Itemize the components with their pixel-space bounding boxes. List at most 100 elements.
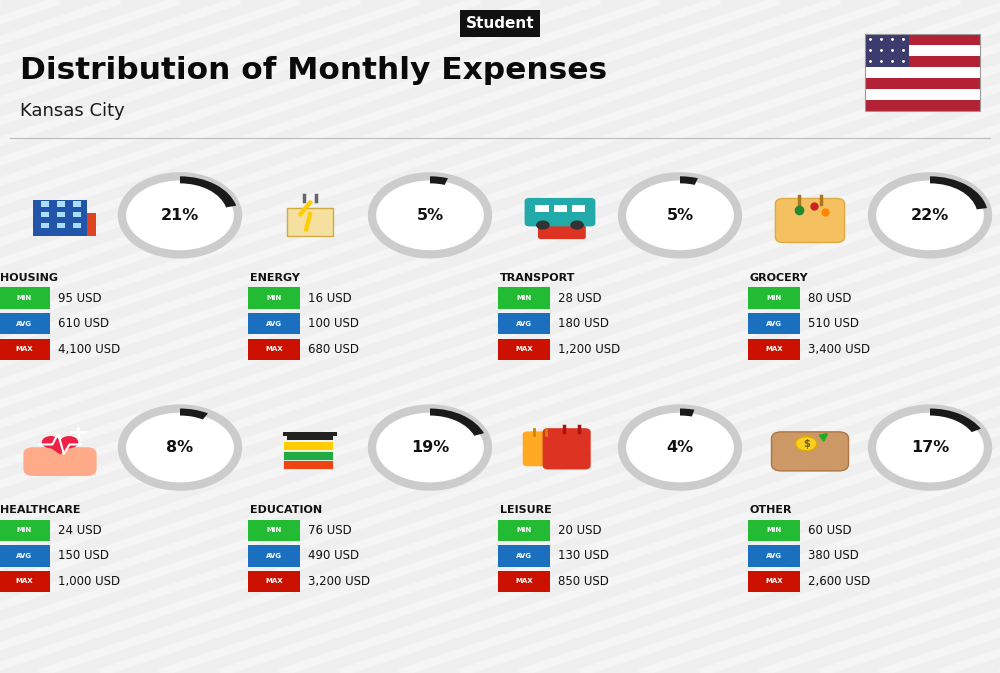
Text: MIN: MIN	[766, 295, 782, 301]
FancyBboxPatch shape	[772, 432, 848, 471]
Text: 28 USD: 28 USD	[558, 291, 602, 305]
Text: AVG: AVG	[516, 321, 532, 326]
Circle shape	[536, 221, 550, 229]
FancyBboxPatch shape	[287, 208, 333, 236]
Text: 95 USD: 95 USD	[58, 291, 102, 305]
Text: 80 USD: 80 USD	[808, 291, 852, 305]
Circle shape	[622, 409, 738, 487]
FancyBboxPatch shape	[498, 545, 550, 567]
Text: 4%: 4%	[666, 440, 694, 455]
Text: AVG: AVG	[766, 553, 782, 559]
Text: AVG: AVG	[16, 321, 32, 326]
Text: MAX: MAX	[265, 579, 283, 584]
Text: 2,600 USD: 2,600 USD	[808, 575, 870, 588]
Text: OTHER: OTHER	[750, 505, 792, 515]
Text: 5%: 5%	[666, 208, 694, 223]
Text: AVG: AVG	[516, 553, 532, 559]
FancyBboxPatch shape	[748, 287, 800, 309]
Circle shape	[796, 437, 817, 451]
Text: MAX: MAX	[515, 347, 533, 352]
Circle shape	[60, 436, 78, 448]
Circle shape	[872, 176, 988, 254]
FancyBboxPatch shape	[748, 339, 800, 360]
Circle shape	[122, 176, 238, 254]
Text: 180 USD: 180 USD	[558, 317, 609, 330]
Circle shape	[570, 221, 584, 229]
Wedge shape	[680, 176, 698, 185]
Circle shape	[372, 409, 488, 487]
Text: HEALTHCARE: HEALTHCARE	[0, 505, 80, 515]
FancyBboxPatch shape	[287, 435, 333, 440]
Text: 60 USD: 60 USD	[808, 524, 852, 537]
FancyBboxPatch shape	[865, 34, 980, 44]
Text: TRANSPORT: TRANSPORT	[500, 273, 575, 283]
FancyBboxPatch shape	[498, 520, 550, 541]
FancyBboxPatch shape	[75, 213, 96, 236]
FancyBboxPatch shape	[865, 34, 909, 67]
Text: 21%: 21%	[161, 208, 199, 223]
FancyBboxPatch shape	[33, 200, 87, 236]
Text: MAX: MAX	[265, 347, 283, 352]
FancyBboxPatch shape	[248, 339, 300, 360]
FancyBboxPatch shape	[748, 571, 800, 592]
FancyBboxPatch shape	[525, 198, 595, 226]
Polygon shape	[42, 442, 78, 454]
FancyBboxPatch shape	[41, 223, 49, 228]
Text: AVG: AVG	[16, 553, 32, 559]
Wedge shape	[430, 409, 484, 435]
FancyBboxPatch shape	[748, 545, 800, 567]
FancyBboxPatch shape	[538, 221, 586, 239]
FancyBboxPatch shape	[865, 89, 980, 100]
Text: 1,200 USD: 1,200 USD	[558, 343, 620, 356]
Text: MIN: MIN	[516, 295, 532, 301]
FancyBboxPatch shape	[248, 571, 300, 592]
Text: EDUCATION: EDUCATION	[250, 505, 322, 515]
Text: 490 USD: 490 USD	[308, 549, 359, 563]
Text: AVG: AVG	[766, 321, 782, 326]
FancyBboxPatch shape	[865, 100, 980, 111]
Text: Distribution of Monthly Expenses: Distribution of Monthly Expenses	[20, 56, 607, 85]
Text: 8%: 8%	[166, 440, 194, 455]
FancyBboxPatch shape	[498, 571, 550, 592]
Text: MIN: MIN	[16, 528, 32, 533]
Text: 3,400 USD: 3,400 USD	[808, 343, 870, 356]
Text: 850 USD: 850 USD	[558, 575, 609, 588]
Circle shape	[372, 176, 488, 254]
Text: MIN: MIN	[266, 528, 282, 533]
Text: AVG: AVG	[266, 553, 282, 559]
Circle shape	[622, 176, 738, 254]
Text: 100 USD: 100 USD	[308, 317, 359, 330]
FancyBboxPatch shape	[865, 67, 980, 78]
Wedge shape	[680, 409, 694, 417]
FancyBboxPatch shape	[748, 520, 800, 541]
Text: ENERGY: ENERGY	[250, 273, 300, 283]
FancyBboxPatch shape	[41, 201, 49, 207]
Text: LEISURE: LEISURE	[500, 505, 552, 515]
Text: MIN: MIN	[516, 528, 532, 533]
FancyBboxPatch shape	[248, 545, 300, 567]
Text: 380 USD: 380 USD	[808, 549, 859, 563]
FancyBboxPatch shape	[283, 451, 333, 460]
Text: 22%: 22%	[911, 208, 949, 223]
FancyBboxPatch shape	[523, 431, 561, 466]
FancyBboxPatch shape	[283, 460, 333, 469]
Text: 19%: 19%	[411, 440, 449, 455]
FancyBboxPatch shape	[248, 313, 300, 334]
Wedge shape	[180, 176, 236, 207]
FancyBboxPatch shape	[543, 428, 591, 470]
FancyBboxPatch shape	[73, 223, 81, 228]
FancyBboxPatch shape	[0, 287, 50, 309]
FancyBboxPatch shape	[554, 205, 567, 212]
FancyBboxPatch shape	[0, 339, 50, 360]
Text: MAX: MAX	[765, 347, 783, 352]
FancyBboxPatch shape	[57, 201, 65, 207]
Text: 4,100 USD: 4,100 USD	[58, 343, 120, 356]
FancyBboxPatch shape	[283, 441, 333, 450]
Text: 510 USD: 510 USD	[808, 317, 859, 330]
FancyBboxPatch shape	[498, 339, 550, 360]
Wedge shape	[430, 176, 448, 185]
Text: Student: Student	[466, 16, 534, 31]
FancyBboxPatch shape	[0, 545, 50, 567]
Text: 24 USD: 24 USD	[58, 524, 102, 537]
Text: 3,200 USD: 3,200 USD	[308, 575, 370, 588]
